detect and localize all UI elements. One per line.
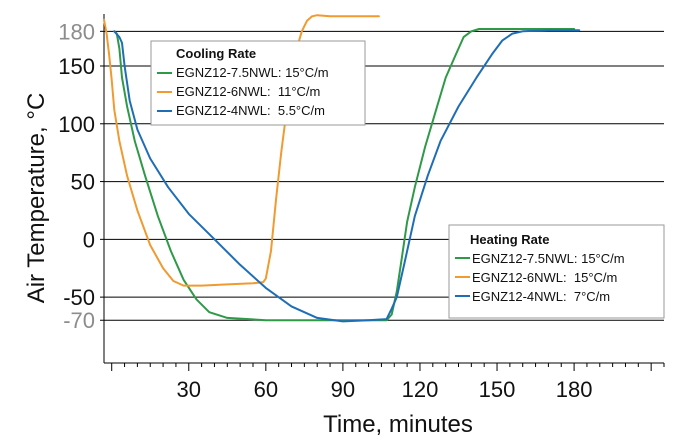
- series-line-egnz12-6nwl: [103, 14, 380, 287]
- x-tick-label: 30: [177, 377, 201, 402]
- x-tick-label: 60: [254, 377, 278, 402]
- x-tick-label: 150: [479, 377, 516, 402]
- axes: [100, 14, 665, 371]
- x-tick-label: 90: [331, 377, 355, 402]
- x-tick-label: 180: [556, 377, 593, 402]
- y-axis-title: Air Temperature, °C: [23, 93, 50, 304]
- cooling-legend-entry-7-5nwl: EGNZ12-7.5NWL: 15°C/m: [176, 65, 329, 80]
- cooling-legend-title: Cooling Rate: [176, 46, 256, 61]
- y-tick-label: -70: [63, 308, 95, 333]
- y-tick-label: 50: [71, 170, 95, 195]
- heating-legend-title: Heating Rate: [470, 232, 549, 247]
- y-tick-label: 150: [58, 54, 95, 79]
- x-tick-label: 120: [402, 377, 439, 402]
- cooling-legend-entry-4nwl: EGNZ12-4NWL: 5.5°C/m: [176, 103, 325, 118]
- heating-legend-entry-6nwl: EGNZ12-6NWL: 15°C/m: [472, 270, 617, 285]
- x-tick-labels: 30 60 90 120 150 180: [177, 377, 593, 402]
- cooling-legend-box: [150, 40, 366, 126]
- series-line-egnz12-4nwl: [113, 29, 581, 323]
- y-tick-label: 0: [83, 227, 95, 252]
- data-series: [103, 14, 581, 323]
- y-tick-labels: 180 150 100 50 0 -50-70: [58, 19, 95, 333]
- series-line-egnz12-7-5nwl: [113, 28, 576, 322]
- cooling-legend: Cooling Rate EGNZ12-7.5NWL: 15°C/m EGNZ1…: [150, 40, 366, 126]
- heating-legend-entry-4nwl: EGNZ12-4NWL: 7°C/m: [472, 289, 610, 304]
- heating-legend-entry-7-5nwl: EGNZ12-7.5NWL: 15°C/m: [472, 251, 625, 266]
- y-tick-label: 100: [58, 112, 95, 137]
- y-tick-label: 180: [58, 19, 95, 44]
- x-axis-title: Time, minutes: [323, 411, 473, 438]
- heating-legend-box: [448, 224, 665, 319]
- y-tick-label: -50: [63, 285, 95, 310]
- heating-legend: Heating Rate EGNZ12-7.5NWL: 15°C/m EGNZ1…: [448, 224, 665, 319]
- cooling-legend-entry-6nwl: EGNZ12-6NWL: 11°C/m: [176, 84, 320, 99]
